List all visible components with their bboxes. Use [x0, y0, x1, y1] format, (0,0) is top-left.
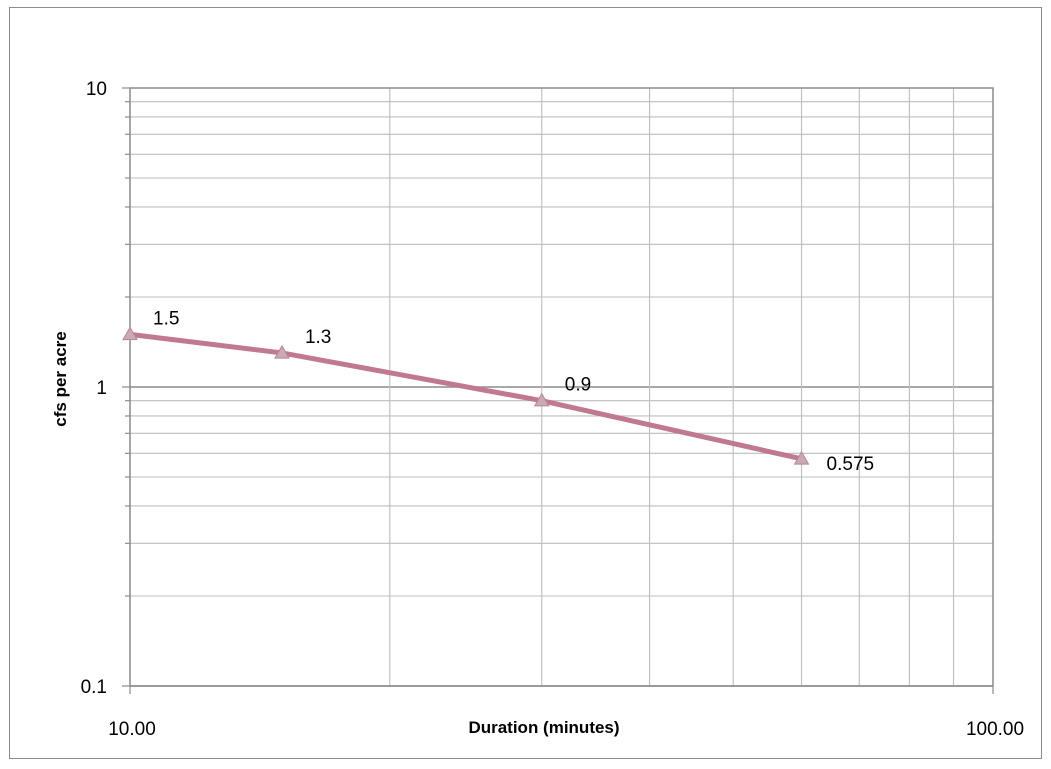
series-line — [127, 331, 805, 462]
series-group — [122, 326, 810, 465]
data-label: 0.9 — [565, 375, 591, 396]
data-point-marker — [274, 344, 290, 359]
grid-lines — [129, 88, 994, 687]
y-tick-label: 10 — [86, 79, 107, 100]
data-label: 0.575 — [827, 454, 875, 475]
tick-marks — [122, 87, 994, 694]
x-tick-label: 10.00 — [108, 719, 156, 740]
chart-frame — [9, 7, 1042, 759]
data-label: 1.5 — [153, 308, 179, 329]
data-point-marker — [793, 450, 810, 465]
x-tick-label: 100.00 — [966, 719, 1024, 740]
y-tick-label: 0.1 — [81, 677, 107, 698]
y-axis-title: cfs per acre — [51, 331, 70, 426]
y-tick-label: 1 — [96, 378, 107, 399]
data-label: 1.3 — [305, 327, 331, 348]
data-labels: 1.5 1.3 0.9 0.575 — [153, 308, 874, 475]
data-point-marker — [122, 326, 138, 341]
x-axis-title: Duration (minutes) — [468, 718, 619, 737]
tick-labels: 10.00 100.00 10 1 0.1 — [81, 79, 1024, 740]
data-point-marker — [533, 392, 550, 407]
